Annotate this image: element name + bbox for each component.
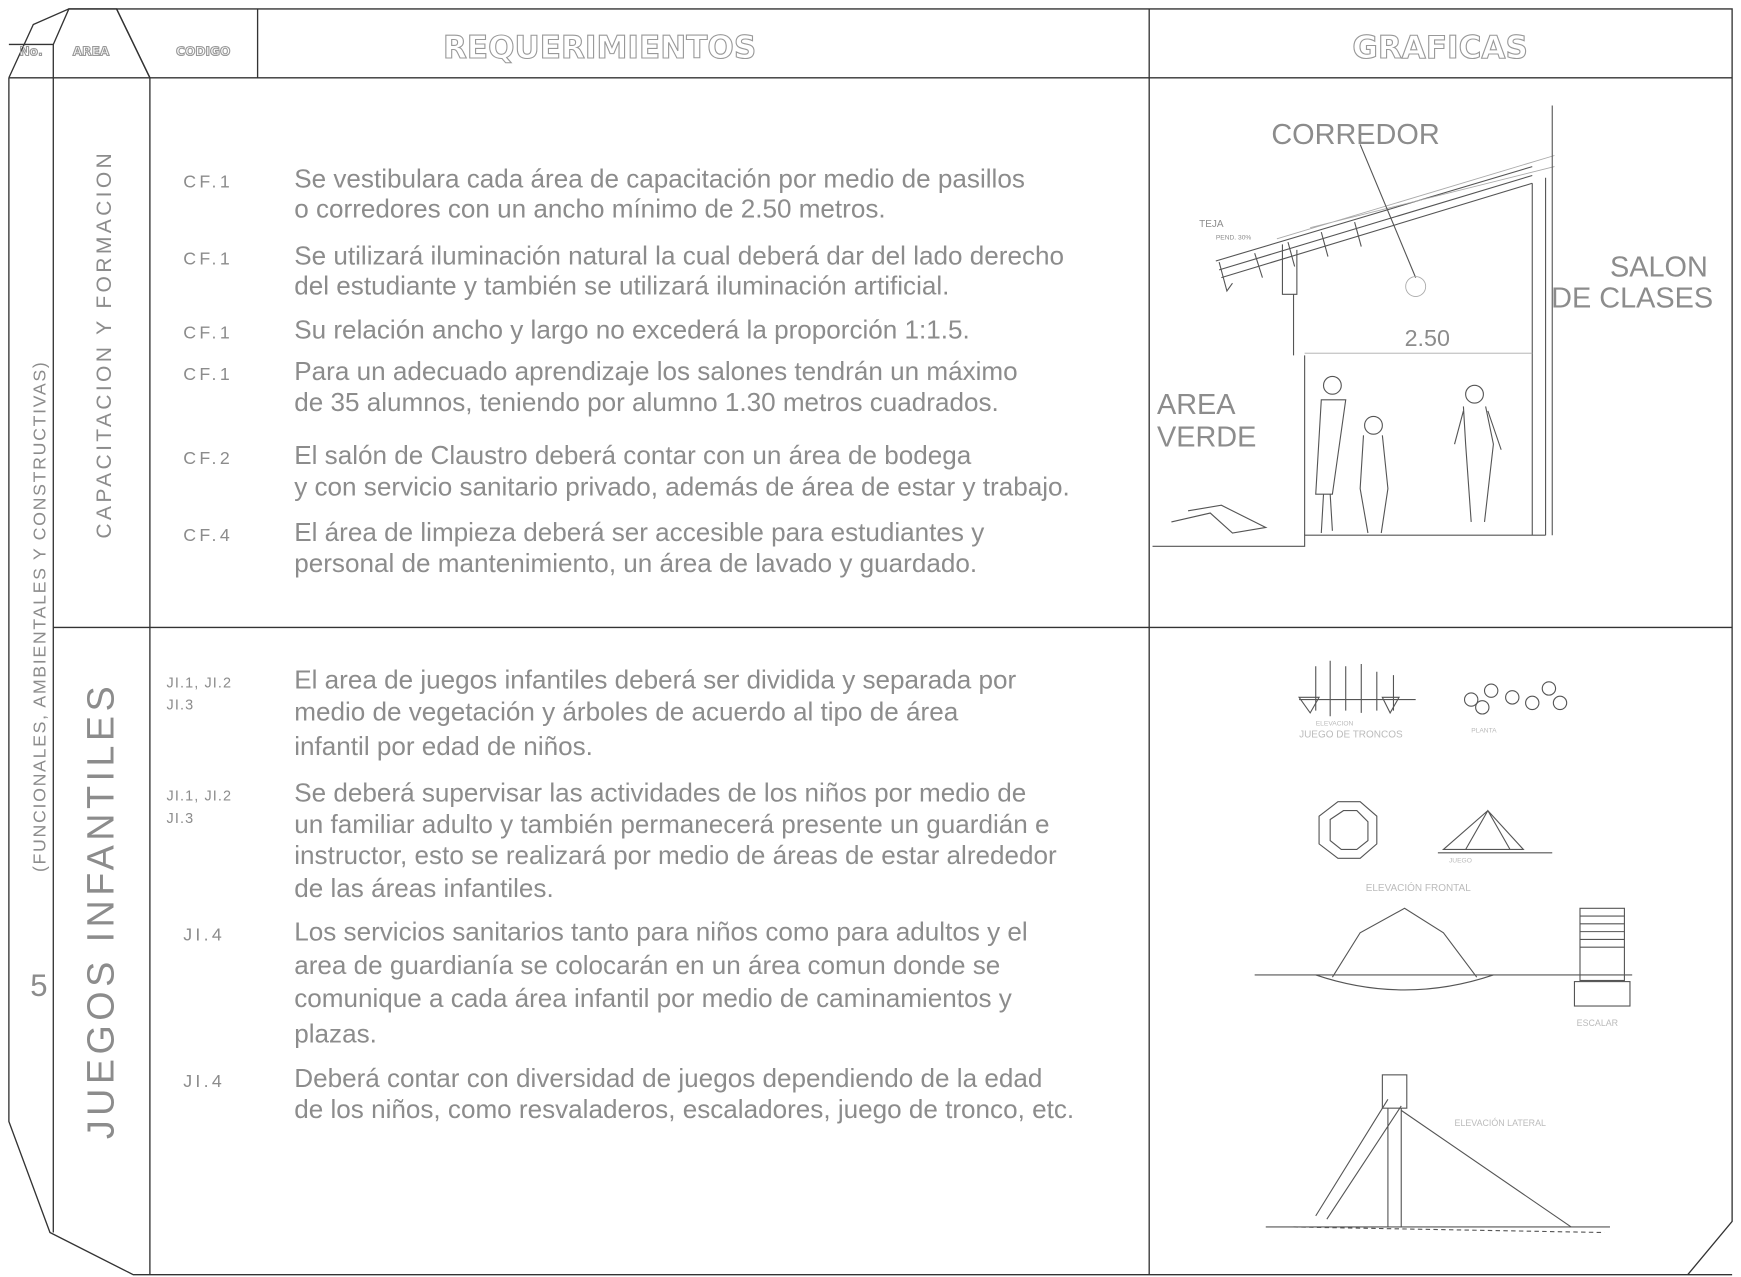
requirement-code: CF.1 — [183, 172, 233, 192]
graphic-label: AREA — [1157, 389, 1236, 421]
header-no: No. — [19, 45, 42, 59]
requirement-code: CF.1 — [183, 323, 233, 343]
corridor-section-drawing — [1152, 105, 1555, 547]
requirement-text: o corredores con un ancho mínimo de 2.50… — [294, 194, 885, 224]
graphic-label: JUEGO — [1449, 857, 1472, 864]
requirement-text: Se utilizará iluminación natural la cual… — [294, 240, 1064, 270]
requirement-code: CF.1 — [183, 364, 233, 384]
header-area: AREA — [73, 45, 110, 59]
play-equipment-drawings — [1254, 660, 1633, 1234]
requirement-text: El área de limpieza deberá ser accesible… — [294, 517, 984, 547]
requirement-code: JI.1, JI.2 — [167, 675, 233, 691]
requirement-text: infantil por edad de niños. — [294, 731, 593, 761]
requirement-text: plazas. — [294, 1019, 377, 1049]
graphic-label: ELEVACIÓN LATERAL — [1455, 1118, 1546, 1128]
graphic-label: ESCALAR — [1577, 1018, 1618, 1028]
requirement-text: Deberá contar con diversidad de juegos d… — [294, 1063, 1042, 1093]
requirement-text: Los servicios sanitarios tanto para niño… — [294, 917, 1027, 947]
graphic-label: CORREDOR — [1271, 119, 1439, 151]
requirement-text: Se vestibulara cada área de capacitación… — [294, 164, 1025, 194]
requirement-code: CF.4 — [183, 525, 233, 545]
requirement-text: El area de juegos infantiles deberá ser … — [294, 664, 1016, 694]
graphic-label: PLANTA — [1471, 727, 1497, 734]
graphic-label: 2.50 — [1405, 325, 1450, 351]
graphic-label: PEND. 30% — [1216, 234, 1252, 241]
requirement-text: de 35 alumnos, teniendo por alumno 1.30 … — [294, 387, 999, 417]
requirement-code: JI.3 — [167, 811, 195, 827]
requirement-code: JI.3 — [167, 698, 195, 714]
requirement-code: JI.4 — [183, 925, 225, 945]
area-label: CAPACITACION Y FORMACION — [93, 150, 116, 539]
header-codigo: CODIGO — [176, 45, 230, 59]
requirement-text: de las áreas infantiles. — [294, 873, 553, 903]
graphic-label: ELEVACION — [1316, 721, 1354, 728]
requirement-text: medio de vegetación y árboles de acuerdo… — [294, 697, 958, 727]
requirement-text: instructor, esto se realizará por medio … — [294, 840, 1057, 870]
requirement-text: El salón de Claustro deberá contar con u… — [294, 440, 972, 470]
requirement-text: Su relación ancho y largo no excederá la… — [294, 315, 970, 345]
graphic-label: JUEGO DE TRONCOS — [1299, 730, 1403, 741]
graphic-label: VERDE — [1157, 421, 1256, 453]
graphic-label: DE CLASES — [1551, 282, 1713, 314]
requirement-text: y con servicio sanitario privado, además… — [294, 471, 1070, 501]
requirement-code: JI.1, JI.2 — [167, 789, 233, 805]
header-graficas: GRAFICAS — [1352, 30, 1528, 66]
requirement-text: del estudiante y también se utilizará il… — [294, 270, 949, 300]
requirement-code: JI.4 — [183, 1071, 225, 1091]
requirement-text: Para un adecuado aprendizaje los salones… — [294, 356, 1017, 386]
section-number: 5 — [30, 968, 47, 1003]
graphic-label: TEJA — [1199, 219, 1224, 230]
requirement-code: CF.2 — [183, 448, 233, 468]
graphic-label: ELEVACIÓN FRONTAL — [1366, 881, 1471, 894]
requirement-text: un familiar adulto y también permanecerá… — [294, 809, 1049, 839]
header-requerimientos: REQUERIMIENTOS — [443, 30, 756, 66]
graphic-label: SALON — [1610, 251, 1708, 283]
requirement-text: Se deberá supervisar las actividades de … — [294, 778, 1026, 808]
requirement-text: area de guardianía se colocarán en un ár… — [294, 950, 1000, 980]
requirement-text: personal de mantenimiento, un área de la… — [294, 548, 977, 578]
requirement-text: de los niños, como resvaladeros, escalad… — [294, 1094, 1074, 1124]
requirement-code: CF.1 — [183, 248, 233, 268]
area-label: JUEGOS INFANTILES — [79, 682, 121, 1139]
requirement-text: comunique a cada área infantil por medio… — [294, 983, 1012, 1013]
category-label: (FUNCIONALES, AMBIENTALES Y CONSTRUCTIVA… — [30, 361, 50, 872]
frame — [8, 8, 1733, 1276]
